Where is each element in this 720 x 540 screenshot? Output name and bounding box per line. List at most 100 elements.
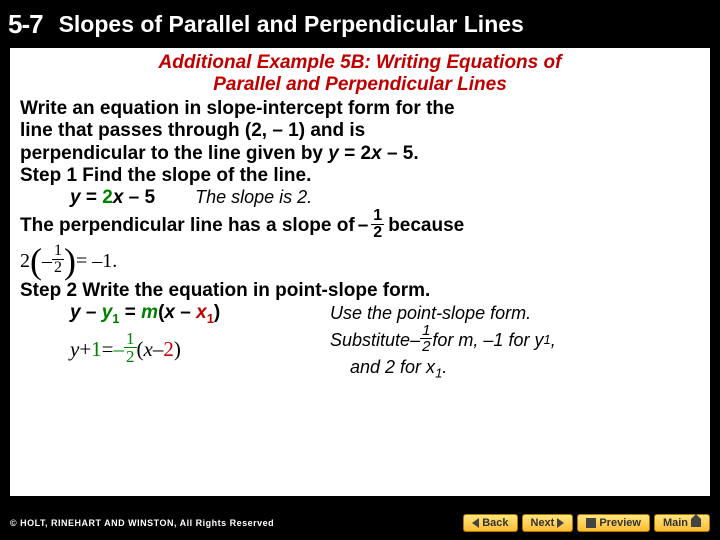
- ps-sub1b: 1: [207, 311, 214, 326]
- sub-1: 1: [91, 337, 102, 362]
- perp-num: 1: [371, 208, 384, 225]
- step1-text: Find the slope of the line.: [77, 165, 311, 186]
- problem-l3b-eq: = 2: [339, 143, 371, 164]
- eq-mid: =: [81, 187, 103, 208]
- note3b: .: [442, 357, 447, 377]
- lesson-title: Slopes of Parallel and Perpendicular Lin…: [55, 11, 524, 38]
- example-subtitle: Additional Example 5B: Writing Equations…: [20, 52, 700, 96]
- eq-y: y: [70, 187, 81, 208]
- sub-mid: –: [153, 337, 164, 362]
- sub-sign: –: [114, 337, 125, 362]
- main-button[interactable]: Main: [654, 514, 710, 532]
- step1-equation-row: y = 2x – 5 The slope is 2.: [20, 187, 700, 209]
- step2-text: Write the equation in point-slope form.: [77, 280, 430, 301]
- prod-2: 2: [20, 250, 30, 273]
- section-number: 5-7: [0, 9, 55, 40]
- home-icon: [691, 519, 701, 527]
- note2b: for m, –1 for y: [432, 329, 543, 352]
- back-arrow-icon: [472, 518, 479, 528]
- eq-x: x: [113, 187, 124, 208]
- perp-text-b: because: [388, 215, 464, 237]
- sub-lp: (: [137, 337, 144, 362]
- ps-y: y: [70, 302, 81, 323]
- step1-equation: y = 2x – 5: [70, 187, 155, 209]
- ps-m: m: [141, 302, 158, 323]
- prod-den: 2: [52, 260, 64, 276]
- substituted-eq: y + 1 = – 1 2 (x – 2): [70, 332, 181, 367]
- sub-fraction: 1 2: [124, 330, 137, 365]
- next-label: Next: [531, 517, 555, 529]
- header-bar: 5-7 Slopes of Parallel and Perpendicular…: [0, 0, 720, 48]
- note2-sub1: 1: [543, 332, 550, 348]
- perp-text-a: The perpendicular line has a slope of: [20, 215, 355, 237]
- note2-den: 2: [420, 339, 432, 354]
- grid-icon: [586, 518, 596, 528]
- step1-label: Step 1: [20, 165, 77, 186]
- next-button[interactable]: Next: [522, 514, 574, 532]
- sub-y: y: [70, 337, 79, 362]
- preview-button[interactable]: Preview: [577, 514, 650, 532]
- note2-sign: –: [410, 329, 420, 352]
- ps-sub1a: 1: [112, 311, 119, 326]
- perp-sign: –: [358, 215, 369, 237]
- problem-l3a: perpendicular to the line given by: [20, 143, 328, 164]
- slide-content: Additional Example 5B: Writing Equations…: [10, 48, 710, 496]
- subtitle-line2: Parallel and Perpendicular Lines: [213, 74, 507, 95]
- next-arrow-icon: [557, 518, 564, 528]
- note2-num: 1: [420, 323, 432, 339]
- note-line3: and 2 for x1.: [330, 356, 556, 382]
- sub-2: 2: [163, 337, 174, 362]
- ps-e: ): [214, 302, 220, 323]
- note2-fraction: 1 2: [420, 323, 432, 354]
- problem-l1: Write an equation in slope-intercept for…: [20, 98, 455, 119]
- sub-eq: =: [102, 337, 114, 362]
- prod-num: 1: [52, 243, 64, 260]
- ps-b: =: [120, 302, 142, 323]
- ps-y1: y: [102, 302, 113, 323]
- problem-statement: Write an equation in slope-intercept for…: [20, 98, 700, 165]
- sub-num: 1: [124, 330, 137, 348]
- ps-d: –: [175, 302, 196, 323]
- problem-l3b-tail: – 5.: [382, 143, 419, 164]
- step2-notes: Use the point-slope form. Substitute – 1…: [320, 302, 556, 381]
- step2-line: Step 2 Write the equation in point-slope…: [20, 280, 700, 302]
- main-label: Main: [663, 517, 688, 529]
- sub-den: 2: [124, 348, 137, 365]
- perp-den: 2: [371, 225, 384, 241]
- product-line: 2 ( – 1 2 ) = –1.: [20, 245, 700, 278]
- point-slope-form: y – y1 = m(x – x1): [70, 302, 320, 326]
- footer-bar: © HOLT, RINEHART AND WINSTON, All Rights…: [0, 506, 720, 540]
- eq-coef: 2: [102, 187, 113, 208]
- note2c: ,: [551, 329, 556, 352]
- var-y: y: [328, 143, 339, 164]
- lparen-icon: (: [30, 247, 42, 276]
- prod-sign: –: [42, 250, 52, 273]
- note-substitute: Substitute – 1 2 for m, –1 for y1,: [330, 325, 556, 356]
- step2-label: Step 2: [20, 280, 77, 301]
- sub-a: +: [79, 337, 91, 362]
- note3a: and 2 for x: [350, 357, 435, 377]
- prod-fraction: 1 2: [52, 243, 64, 276]
- slope-note: The slope is 2.: [195, 187, 312, 208]
- ps-x1: x: [196, 302, 207, 323]
- perp-slope-line: The perpendicular line has a slope of – …: [20, 210, 700, 243]
- eq-tail: – 5: [123, 187, 155, 208]
- preview-label: Preview: [599, 517, 641, 529]
- rparen-icon: ): [64, 247, 76, 276]
- note2a: Substitute: [330, 329, 410, 352]
- step2-equations: y – y1 = m(x – x1) y + 1 = – 1 2 (x – 2): [20, 302, 320, 381]
- perp-fraction: 1 2: [371, 208, 384, 241]
- subtitle-line1: Additional Example 5B: Writing Equations…: [159, 52, 562, 73]
- back-label: Back: [482, 517, 508, 529]
- product-expr: 2 ( – 1 2 ) = –1.: [20, 245, 117, 278]
- sub-x: x: [144, 337, 153, 362]
- prod-eq: = –1.: [76, 250, 117, 273]
- ps-a: –: [81, 302, 102, 323]
- note-use-form: Use the point-slope form.: [330, 302, 556, 325]
- copyright-text: © HOLT, RINEHART AND WINSTON, All Rights…: [10, 518, 274, 528]
- var-x: x: [371, 143, 382, 164]
- step1-line: Step 1 Find the slope of the line.: [20, 165, 700, 187]
- problem-l2: line that passes through (2, – 1) and is: [20, 120, 365, 141]
- step2-body: y – y1 = m(x – x1) y + 1 = – 1 2 (x – 2)…: [20, 302, 700, 381]
- back-button[interactable]: Back: [463, 514, 517, 532]
